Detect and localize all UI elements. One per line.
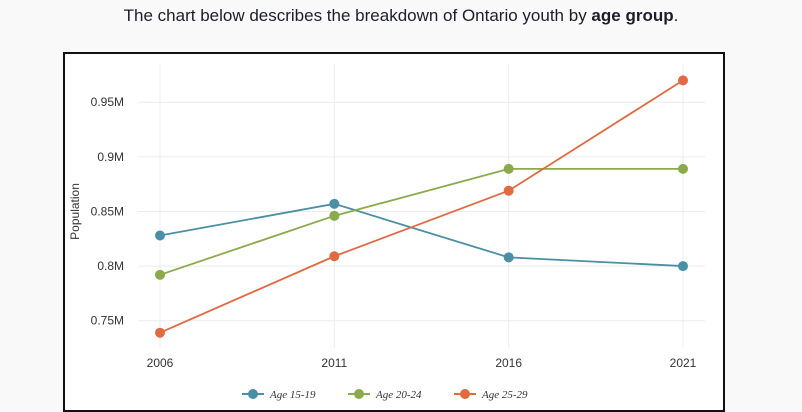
legend-swatch-dot — [460, 389, 470, 399]
line-chart: Population 2006 2011 2016 2021 0.75M 0.8M 0.85… — [68, 64, 705, 401]
x-tick-label: 2011 — [321, 356, 347, 370]
intro-text: The chart below describes the breakdown … — [0, 6, 802, 26]
x-tick-label: 2016 — [495, 356, 522, 370]
legend-label: Age 20-24 — [375, 389, 422, 401]
axes: Population 2006 2011 2016 2021 0.75M 0.8M 0.85… — [68, 95, 697, 370]
y-tick-label: 0.85M — [91, 204, 124, 218]
chart-frame: Population 2006 2011 2016 2021 0.75M 0.8M 0.85… — [63, 52, 725, 412]
data-point — [329, 251, 340, 262]
intro-suffix: . — [673, 6, 679, 25]
data-point — [329, 210, 340, 221]
grid — [138, 64, 705, 348]
data-point — [503, 163, 514, 174]
y-tick-label: 0.95M — [91, 95, 124, 109]
y-axis-title: Population — [68, 183, 82, 240]
data-point — [155, 269, 165, 280]
legend-swatch-dot — [354, 389, 364, 399]
data-point — [329, 198, 340, 209]
legend-swatch-dot — [248, 389, 258, 399]
series-line — [159, 167, 683, 276]
legend-item[interactable]: Age 20-24 — [348, 389, 422, 401]
legend-label: Age 25-29 — [481, 389, 528, 401]
y-tick-label: 0.8M — [97, 259, 124, 273]
y-tick-label: 0.9M — [97, 150, 124, 164]
intro-bold: age group — [591, 6, 674, 25]
series-line — [159, 79, 684, 334]
x-tick-label: 2006 — [147, 356, 174, 370]
data-point — [678, 261, 688, 272]
series-line — [159, 202, 684, 267]
intro-prefix: The chart below describes the breakdown … — [123, 6, 592, 25]
data-point — [678, 75, 688, 86]
legend[interactable]: Age 15-19 Age 20-24 Age 25-29 — [242, 389, 528, 401]
data-point — [155, 230, 165, 241]
data-point — [503, 185, 514, 196]
legend-item[interactable]: Age 15-19 — [242, 389, 316, 401]
x-tick-label: 2021 — [670, 356, 697, 370]
legend-item[interactable]: Age 25-29 — [454, 389, 528, 401]
series — [155, 75, 688, 338]
legend-label: Age 15-19 — [269, 389, 316, 401]
data-point — [503, 252, 514, 263]
data-point — [678, 163, 688, 174]
y-tick-label: 0.75M — [91, 314, 124, 328]
data-point — [155, 327, 165, 338]
